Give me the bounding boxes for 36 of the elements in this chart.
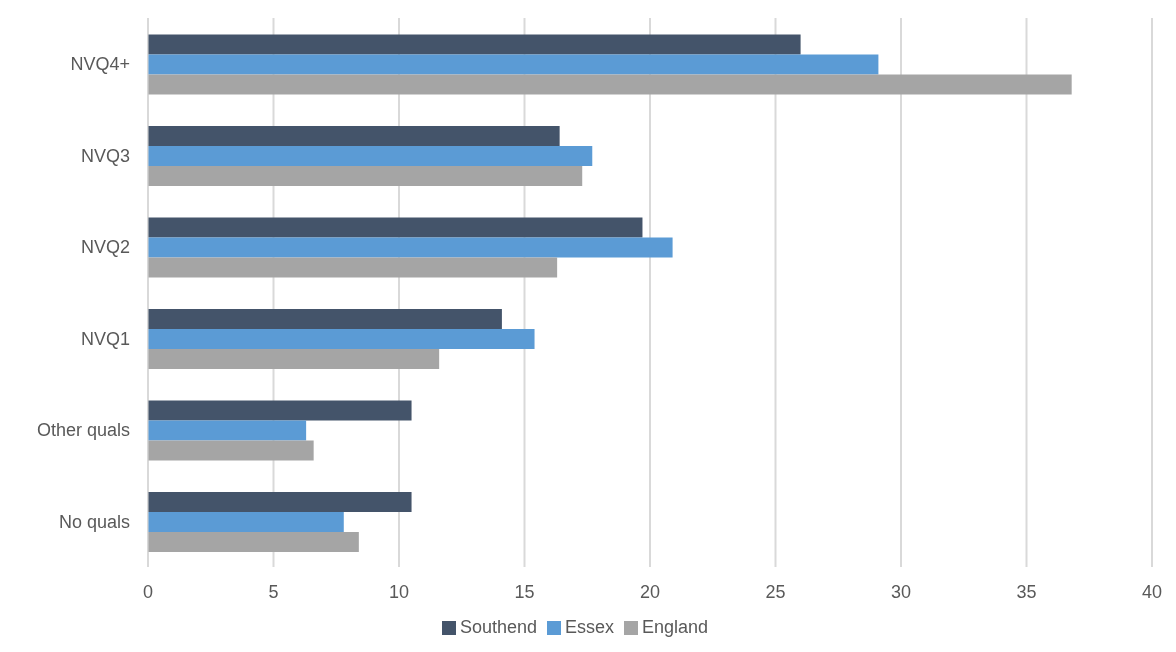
y-tick-label: NVQ3 bbox=[80, 145, 130, 166]
bar bbox=[148, 400, 412, 421]
bar bbox=[148, 308, 502, 329]
bar bbox=[148, 328, 535, 349]
bar bbox=[148, 491, 412, 512]
bar bbox=[148, 531, 359, 552]
bar bbox=[148, 511, 344, 532]
y-tick-label: NVQ1 bbox=[80, 328, 130, 349]
legend-label: England bbox=[642, 617, 709, 637]
bar bbox=[148, 54, 879, 75]
legend-label: Essex bbox=[564, 617, 615, 637]
y-tick-label: NVQ4+ bbox=[70, 54, 130, 75]
bar bbox=[148, 145, 593, 166]
y-tick-label: No quals bbox=[58, 511, 130, 532]
bar bbox=[148, 237, 673, 258]
bar bbox=[148, 420, 307, 441]
x-tick-label: 35 bbox=[1016, 581, 1037, 602]
bar bbox=[148, 165, 583, 186]
x-tick-label: 0 bbox=[142, 581, 154, 602]
y-tick-label: NVQ2 bbox=[80, 237, 130, 258]
x-tick-label: 10 bbox=[388, 581, 410, 602]
bar bbox=[148, 34, 801, 55]
legend-label: Southend bbox=[459, 617, 537, 637]
bar bbox=[148, 257, 558, 278]
x-tick-label: 20 bbox=[639, 581, 661, 602]
bar bbox=[148, 74, 1072, 95]
x-tick-label: 15 bbox=[514, 581, 535, 602]
bar bbox=[148, 217, 643, 238]
x-tick-label: 40 bbox=[1141, 581, 1163, 602]
x-tick-label: 30 bbox=[890, 581, 912, 602]
bar bbox=[148, 440, 314, 461]
bar bbox=[148, 348, 440, 369]
x-tick-label: 5 bbox=[268, 581, 279, 602]
bar bbox=[148, 125, 560, 146]
y-tick-label: Other quals bbox=[36, 420, 130, 441]
x-tick-label: 25 bbox=[765, 581, 786, 602]
